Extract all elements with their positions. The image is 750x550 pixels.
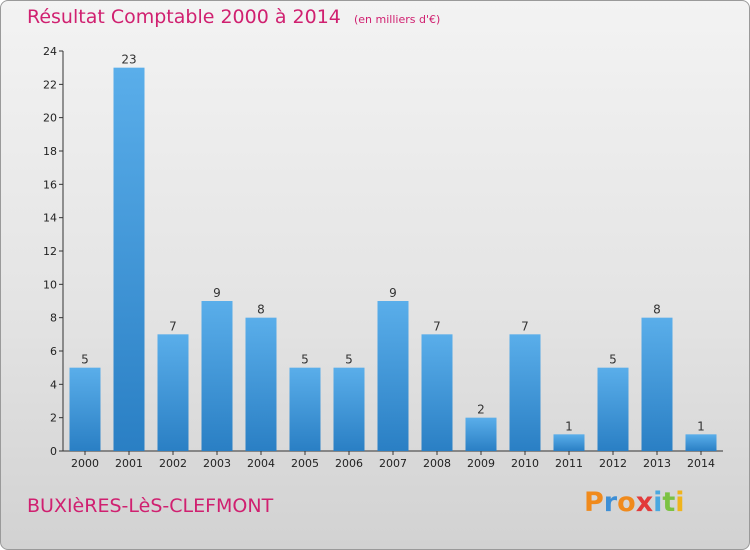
x-tick-label: 2013 (643, 457, 671, 470)
y-tick-label: 6 (50, 345, 57, 358)
bar-value-label: 8 (653, 303, 661, 317)
bar-value-label: 7 (521, 319, 529, 333)
bar (641, 317, 673, 451)
proxiti-logo: Proxiti (584, 487, 685, 518)
x-tick-label: 2003 (203, 457, 231, 470)
bar (685, 434, 717, 451)
y-tick-label: 16 (43, 178, 57, 191)
y-tick-label: 20 (43, 112, 57, 125)
y-tick-label: 2 (50, 412, 57, 425)
town-name: BUXIèRES-LèS-CLEFMONT (27, 495, 274, 517)
y-tick-label: 18 (43, 145, 57, 158)
bar (113, 67, 145, 452)
bars (69, 67, 717, 452)
bar-value-label: 7 (169, 319, 177, 333)
bar-value-label: 2 (477, 403, 485, 417)
y-tick-label: 10 (43, 278, 57, 291)
bar (201, 301, 233, 451)
bar-value-label: 7 (433, 319, 441, 333)
logo-letter: t (662, 487, 676, 518)
bar (421, 334, 453, 451)
logo-letter: i (653, 487, 663, 518)
x-tick-label: 2006 (335, 457, 363, 470)
x-tick-label: 2005 (291, 457, 319, 470)
bar (509, 334, 541, 451)
x-tick-label: 2007 (379, 457, 407, 470)
y-tick-label: 0 (50, 445, 57, 458)
bar (69, 367, 101, 451)
y-tick-label: 24 (43, 45, 57, 58)
logo-letter: x (635, 487, 654, 518)
y-tick-label: 8 (50, 312, 57, 325)
y-tick-label: 22 (43, 78, 57, 91)
bar (157, 334, 189, 451)
bar (377, 301, 409, 451)
bar (553, 434, 585, 451)
x-tick-label: 2012 (599, 457, 627, 470)
x-tick-label: 2009 (467, 457, 495, 470)
chart-subtitle: (en milliers d'€) (353, 13, 441, 26)
bar-value-label: 1 (565, 419, 573, 433)
bar-value-label: 1 (697, 419, 705, 433)
x-tick-label: 2010 (511, 457, 539, 470)
y-tick-label: 4 (50, 378, 57, 391)
x-tick-label: 2002 (159, 457, 187, 470)
bar (465, 417, 497, 451)
bar-value-label: 9 (213, 286, 221, 300)
bar (333, 367, 365, 451)
bar-value-label: 5 (609, 353, 617, 367)
x-tick-label: 2011 (555, 457, 583, 470)
x-tick-label: 2014 (687, 457, 715, 470)
bar-value-label: 5 (81, 353, 89, 367)
y-tick-label: 12 (43, 245, 57, 258)
chart-title-block: Résultat Comptable 2000 à 2014 (en milli… (27, 6, 440, 28)
chart-title: Résultat Comptable 2000 à 2014 (27, 6, 341, 28)
logo-letter: P (584, 487, 604, 518)
x-tick-label: 2001 (115, 457, 143, 470)
x-tick-label: 2008 (423, 457, 451, 470)
bar-value-label: 8 (257, 303, 265, 317)
bar-value-label: 5 (301, 353, 309, 367)
bar (289, 367, 321, 451)
logo-letter: r (603, 487, 618, 518)
logo-letter: i (675, 487, 685, 518)
bar-value-label: 23 (121, 53, 136, 67)
x-tick-label: 2004 (247, 457, 275, 470)
bar (245, 317, 277, 451)
bar (597, 367, 629, 451)
y-tick-label: 14 (43, 212, 57, 225)
x-tick-label: 2000 (71, 457, 99, 470)
bar-value-label: 5 (345, 353, 353, 367)
bar-value-label: 9 (389, 286, 397, 300)
logo-letter: o (617, 487, 636, 518)
